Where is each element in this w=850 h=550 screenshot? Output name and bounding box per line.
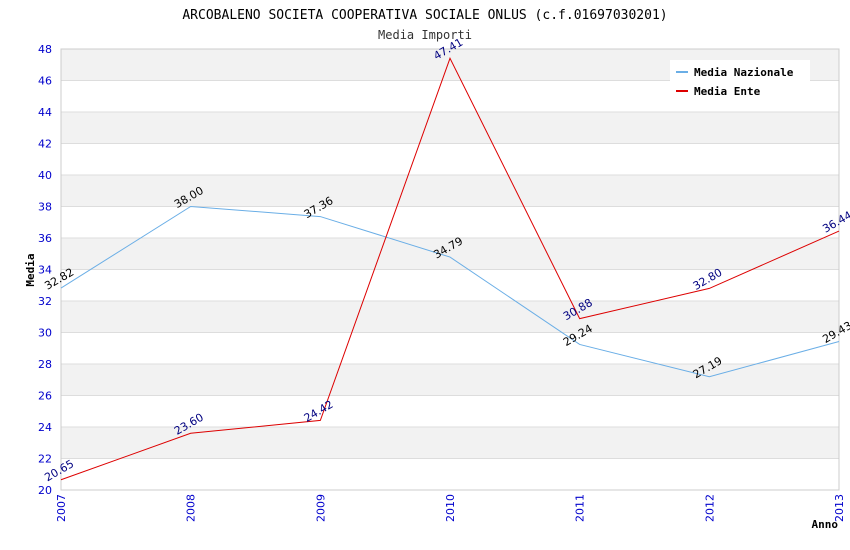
y-axis-label: Media [24, 253, 37, 286]
y-axis-ticks: 20 22 24 26 28 30 32 34 36 38 40 42 44 46 48 [38, 43, 52, 497]
x-tick-label: 2012 [703, 494, 716, 522]
grid-band [61, 301, 839, 333]
grid-band [61, 427, 839, 459]
legend-entry: Media Ente [694, 85, 761, 98]
grid-band [61, 238, 839, 270]
grid-band [61, 112, 839, 144]
x-axis-ticks: 2007 2008 2009 2010 2011 2012 2013 [55, 494, 846, 522]
grid-band [61, 364, 839, 396]
x-tick-label: 2011 [574, 494, 587, 522]
y-tick-label: 38 [38, 201, 52, 214]
legend-box [670, 60, 810, 102]
series-line [60, 205, 840, 378]
y-tick-label: 20 [38, 484, 52, 497]
plot-frame [60, 48, 840, 491]
plot-background-bands [61, 49, 839, 459]
legend-entry: Media Nazionale [694, 66, 794, 79]
legend: Media Nazionale Media Ente [670, 60, 810, 102]
x-tick-label: 2013 [833, 494, 846, 522]
x-tick-label: 2007 [55, 494, 68, 522]
y-tick-label: 48 [38, 43, 52, 56]
x-tick-label: 2010 [444, 494, 457, 522]
y-tick-label: 40 [38, 169, 52, 182]
chart-subtitle: Media Importi [378, 28, 472, 42]
x-tick-label: 2008 [185, 494, 198, 522]
y-tick-label: 30 [38, 327, 52, 340]
data-label: 36.44 [820, 209, 850, 236]
y-tick-label: 46 [38, 75, 52, 88]
y-tick-label: 24 [38, 421, 52, 434]
x-axis-label: Anno [812, 518, 839, 531]
y-tick-label: 28 [38, 358, 52, 371]
y-tick-label: 36 [38, 232, 52, 245]
chart-title: ARCOBALENO SOCIETA COOPERATIVA SOCIALE O… [182, 8, 667, 23]
y-tick-label: 34 [38, 264, 52, 277]
y-tick-label: 44 [38, 106, 52, 119]
series-line [60, 57, 840, 481]
grid-band [61, 175, 839, 207]
y-tick-label: 32 [38, 295, 52, 308]
series-group [60, 57, 840, 481]
y-tick-label: 22 [38, 453, 52, 466]
y-tick-label: 26 [38, 390, 52, 403]
y-tick-label: 42 [38, 138, 52, 151]
x-tick-label: 2009 [314, 494, 327, 522]
